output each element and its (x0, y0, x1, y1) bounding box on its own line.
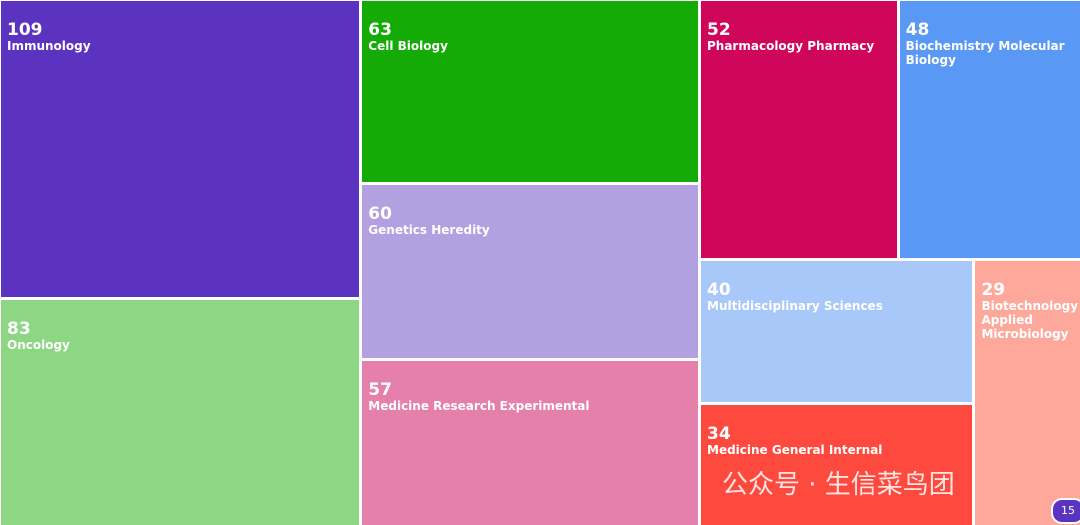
tile-label: Medicine General Internal (707, 443, 883, 458)
tile-value: 48 (905, 20, 930, 40)
tile-label: Genetics Heredity (368, 223, 490, 238)
tile-label: Biochemistry Molecular Biology (905, 39, 1065, 67)
tile: 52 Pharmacology Pharmacy (701, 1, 897, 258)
tile: 63 Cell Biology (362, 1, 698, 183)
tile-value: 63 (368, 20, 392, 40)
tile-value: 52 (707, 20, 731, 40)
badge: 15 (1051, 498, 1080, 524)
tile-label: Pharmacology Pharmacy (707, 39, 875, 53)
tile-value: 57 (368, 380, 392, 401)
tile: 109 Immunology (1, 1, 360, 298)
tile-label: Cell Biology (368, 39, 448, 53)
tile-label: Multidisciplinary Sciences (707, 298, 883, 313)
tile: 40 Multidisciplinary Sciences (701, 260, 973, 403)
tile-label: Biotechnology Applied Microbiology (981, 298, 1079, 341)
tile-label: Medicine Research Experimental (368, 399, 590, 414)
tile-value: 40 (707, 279, 731, 300)
tile-label: Immunology (7, 39, 91, 53)
tile-value: 34 (707, 424, 731, 445)
tile-label: Oncology (7, 338, 70, 353)
tile-value: 83 (7, 319, 31, 340)
tile: 48 Biochemistry Molecular Biology (899, 1, 1080, 258)
tile: 57 Medicine Research Experimental (362, 361, 698, 525)
tile-value: 29 (981, 279, 1006, 300)
tile: 29 Biotechnology Applied Microbiology (975, 260, 1080, 525)
tile: 83 Oncology (1, 300, 360, 525)
watermark: 公众号 · 生信菜鸟团 (722, 470, 955, 500)
tile-value: 60 (368, 204, 392, 225)
tile: 34 Medicine General Internal (701, 405, 973, 525)
tile: 60 Genetics Heredity (362, 185, 698, 359)
tile-value: 109 (7, 20, 43, 40)
